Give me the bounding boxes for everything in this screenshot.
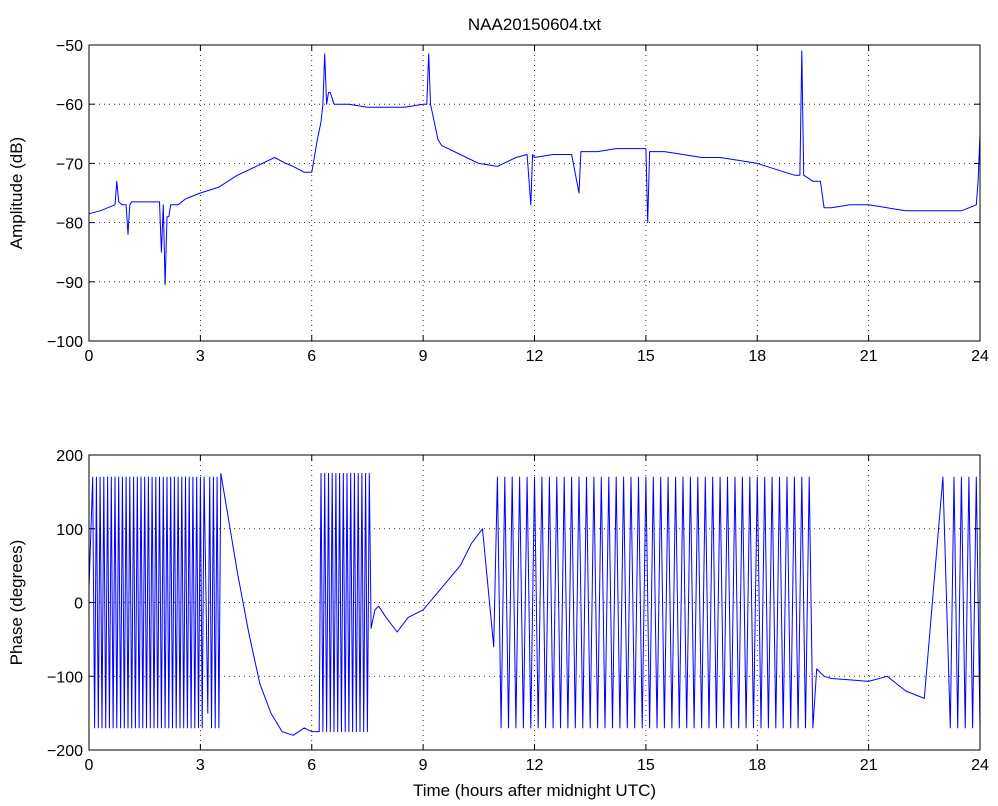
- y-tick-label: −100: [47, 669, 83, 686]
- x-tick-label: 18: [748, 757, 766, 774]
- y-tick-label: 100: [56, 522, 83, 539]
- x-tick-label: 3: [196, 757, 205, 774]
- plot-frame: [88, 44, 981, 342]
- y-tick-label: −100: [47, 334, 83, 351]
- x-tick-label: 6: [307, 348, 316, 365]
- x-tick-label: 24: [971, 348, 989, 365]
- chart-panel-1: 0 3 6 9 12 15 18 21 24 −100 −90 −80 −70 −60 −50 NAA2015…: [7, 15, 989, 365]
- chart-title: NAA20150604.txt: [468, 15, 602, 34]
- y-tick-label: −90: [56, 275, 83, 292]
- x-axis-label: Time (hours after midnight UTC): [413, 781, 656, 800]
- y-tick-label: −70: [56, 156, 83, 173]
- y-tick-label: 0: [74, 596, 83, 613]
- x-tick-label: 12: [526, 757, 544, 774]
- y-tick-label: −50: [56, 38, 83, 55]
- y-tick-label: −200: [47, 743, 83, 760]
- x-tick-label: 0: [85, 348, 94, 365]
- y-tick-label: −80: [56, 216, 83, 233]
- x-tick-label: 18: [748, 348, 766, 365]
- x-tick-label: 6: [307, 757, 316, 774]
- x-tick-label: 15: [637, 757, 655, 774]
- y-tick-label: 200: [56, 448, 83, 465]
- y-axis-label: Phase (degrees): [7, 540, 26, 666]
- series-line: [88, 50, 981, 286]
- x-tick-label: 9: [419, 348, 428, 365]
- series-line: [88, 472, 981, 736]
- x-tick-label: 3: [196, 348, 205, 365]
- y-tick-label: −60: [56, 97, 83, 114]
- x-tick-label: 9: [419, 757, 428, 774]
- x-tick-label: 21: [860, 757, 878, 774]
- y-axis-label: Amplitude (dB): [7, 137, 26, 249]
- x-tick-label: 15: [637, 348, 655, 365]
- x-tick-label: 0: [85, 757, 94, 774]
- chart-panel-2: 0 3 6 9 12 15 18 21 24 −200 −100 0 100 200 Time (hours…: [7, 448, 989, 800]
- x-tick-label: 12: [526, 348, 544, 365]
- x-tick-label: 21: [860, 348, 878, 365]
- x-tick-label: 24: [971, 757, 989, 774]
